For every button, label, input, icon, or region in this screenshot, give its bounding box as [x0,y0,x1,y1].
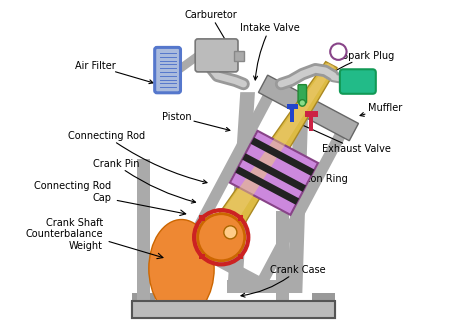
Polygon shape [251,137,315,176]
Polygon shape [254,127,348,291]
FancyBboxPatch shape [195,39,238,72]
Polygon shape [235,166,299,205]
Text: Spark Plug: Spark Plug [309,51,394,90]
FancyBboxPatch shape [200,215,205,221]
Polygon shape [227,280,302,293]
Polygon shape [309,112,313,132]
Circle shape [224,226,237,239]
Text: Exhaust Valve: Exhaust Valve [294,121,391,154]
FancyBboxPatch shape [238,254,243,259]
Polygon shape [182,89,276,253]
Polygon shape [287,104,298,110]
Polygon shape [182,237,269,291]
FancyBboxPatch shape [298,85,307,103]
Ellipse shape [149,219,214,318]
FancyBboxPatch shape [200,254,205,259]
Text: Connecting Rod
Cap: Connecting Rod Cap [34,181,111,203]
Text: Intake Valve: Intake Valve [240,24,300,80]
Polygon shape [258,75,358,141]
Polygon shape [305,111,318,117]
Circle shape [299,100,306,106]
Text: Air Filter: Air Filter [75,61,153,84]
Polygon shape [227,92,255,293]
FancyBboxPatch shape [340,69,376,94]
FancyBboxPatch shape [234,51,244,61]
Text: Crank Case: Crank Case [241,265,325,297]
FancyBboxPatch shape [276,211,289,303]
Text: Muffler: Muffler [360,103,402,116]
FancyBboxPatch shape [133,301,335,318]
Circle shape [198,214,245,261]
FancyBboxPatch shape [137,159,150,303]
Text: Crank Shaft
Counterbalance
Weight: Crank Shaft Counterbalance Weight [26,217,103,251]
Polygon shape [291,104,294,121]
Polygon shape [242,153,306,192]
Polygon shape [230,131,318,215]
Polygon shape [288,92,309,293]
FancyBboxPatch shape [133,302,335,318]
Text: Connecting Rod: Connecting Rod [68,131,207,184]
Text: Piston: Piston [162,112,230,131]
Polygon shape [209,62,337,244]
FancyBboxPatch shape [312,293,335,306]
Text: Piston Ring: Piston Ring [281,161,347,184]
FancyBboxPatch shape [133,293,155,306]
FancyBboxPatch shape [238,215,243,221]
Circle shape [330,44,346,60]
Polygon shape [217,63,334,228]
Text: Carburetor: Carburetor [184,10,237,48]
FancyBboxPatch shape [155,48,181,93]
Text: Crank Pin: Crank Pin [92,159,196,203]
